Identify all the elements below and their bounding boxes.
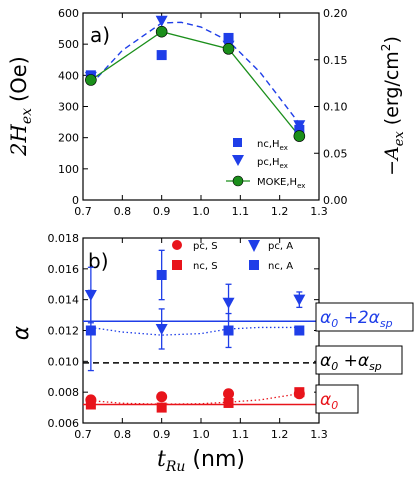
legend-marker-pc-s xyxy=(172,240,182,250)
panel-b-point-ncs xyxy=(157,403,167,413)
panel-a-y2label-sub: ex xyxy=(392,131,407,147)
legend-label-pc-a: pc, A xyxy=(268,241,293,252)
panel-b-xtick-label: 0.8 xyxy=(114,428,132,441)
panel-a-xtick-label: 0.8 xyxy=(114,205,132,218)
legend-marker-pc-hex xyxy=(232,155,244,166)
panel-b-ytick-label: 0.018 xyxy=(48,232,80,245)
panel-b-xtick-label: 1.2 xyxy=(271,428,289,441)
panel-a-xtick-label: 1.2 xyxy=(271,205,289,218)
panel-a-ytick-label: 200 xyxy=(58,132,79,145)
panel-a-frame xyxy=(83,13,319,200)
legend-label-nc-a: nc, A xyxy=(268,261,293,272)
panel-a-xtick-label: 0.9 xyxy=(153,205,171,218)
legend-label-moke-hex: MOKE,Hex xyxy=(257,177,305,190)
panel-a-ylabel: 2Hex (Oe) xyxy=(7,56,35,157)
panel-a-ytick-label: 0 xyxy=(72,194,79,207)
panel-b-ytick-label: 0.012 xyxy=(48,325,80,338)
panel-b-xtick-label: 0.9 xyxy=(153,428,171,441)
refline-label-a0: α0 xyxy=(316,385,358,413)
panel-a-label: a) xyxy=(90,23,110,47)
panel-b-point-pcs xyxy=(223,388,234,399)
panel-a-y2tick-label: 0.10 xyxy=(323,101,348,114)
panel-a-ytick-label: 100 xyxy=(58,163,79,176)
panel-b: b) 0.7 0.8 0.9 1.0 1.1 1.2 1.3 0.0060.0080.010… xyxy=(9,232,413,475)
panel-b-point-nca xyxy=(157,270,167,280)
legend-marker-nc-s xyxy=(172,260,182,270)
panel-a-legend: nc,Hex pc,Hex MOKE,Hex xyxy=(226,138,305,190)
panel-b-xtick-label: 1.1 xyxy=(232,428,250,441)
panel-b-ytick-label: 0.008 xyxy=(48,386,80,399)
panel-a-ylabel-sub: ex xyxy=(19,108,35,124)
panel-b-dotted-fit xyxy=(91,394,299,404)
panel-a-y2label-close: ) xyxy=(381,36,403,43)
panel-b-point-pca xyxy=(293,295,305,306)
panel-b-ytick-label: 0.006 xyxy=(48,417,80,430)
panel-b-xlabel-sub: Ru xyxy=(165,459,186,475)
panel-b-xlabel-main: t xyxy=(157,447,166,472)
panel-b-point-ncs xyxy=(294,387,304,397)
panel-b-point-pcs xyxy=(156,391,167,402)
panel-b-point-ncs xyxy=(86,400,96,410)
legend-label-pc-hex: pc,Hex xyxy=(257,157,288,170)
panel-a-xtick-label: 1.1 xyxy=(232,205,250,218)
panel-b-point-nca xyxy=(294,326,304,336)
panel-b-point-pca xyxy=(223,298,235,309)
legend-label-nc-s: nc, S xyxy=(193,261,218,272)
panel-a-y2label: −Aex (erg/cm2) xyxy=(379,36,407,176)
legend-marker-pc-a xyxy=(248,240,260,252)
panel-b-xlabel-unit: (nm) xyxy=(185,447,245,472)
panel-b-point-pca xyxy=(156,324,168,335)
panel-b-ylabel: α xyxy=(9,325,34,340)
panel-a-y2tick-label: 0.05 xyxy=(323,147,348,160)
panel-b-dotted-fit xyxy=(91,327,299,335)
panel-b-ytick-label: 0.014 xyxy=(48,294,80,307)
refline-label-asp: α0 +αsp xyxy=(316,346,402,374)
panel-a-ytick-label: 600 xyxy=(58,7,79,20)
legend-label-nc-hex: nc,Hex xyxy=(257,139,288,152)
panel-a-point-nch xyxy=(157,50,167,60)
legend-marker-moke-hex xyxy=(233,176,243,186)
panel-a-ytick-label: 300 xyxy=(58,101,79,114)
panel-a-y2label-sup: 2 xyxy=(379,44,393,52)
panel-b-ytick-label: 0.010 xyxy=(48,355,80,368)
legend-marker-nc-hex xyxy=(233,138,242,147)
panel-a-point-mokeh xyxy=(223,43,234,54)
panel-a: a) 0.7 0.8 0.9 1.0 1.1 1.2 1.3 010020030040050… xyxy=(7,7,407,218)
panel-a-fit-curve xyxy=(91,22,299,123)
panel-b-legend: pc, S nc, S pc, A nc, A xyxy=(172,240,293,272)
panel-a-y2label-unit: (erg/cm xyxy=(381,51,403,125)
panel-a-y2label-main: −A xyxy=(381,146,403,176)
legend-marker-nc-a xyxy=(249,260,259,270)
panel-b-point-nca xyxy=(86,326,96,336)
panel-a-point-mokeh xyxy=(156,26,167,37)
panel-a-ytick-label: 400 xyxy=(58,69,79,82)
panel-a-point-mokeh xyxy=(294,131,305,142)
panel-a-y2tick-label: 0.15 xyxy=(323,54,348,67)
panel-a-point-pch xyxy=(156,16,168,27)
panel-a-ytick-label: 500 xyxy=(58,38,79,51)
panel-a-point-mokeh xyxy=(85,75,96,86)
panel-a-ylabel-main: 2H xyxy=(7,123,31,156)
legend-label-pc-s: pc, S xyxy=(193,241,218,252)
panel-b-point-ncs xyxy=(224,398,234,408)
panel-b-ytick-label: 0.016 xyxy=(48,263,80,276)
panel-a-y2tick-label: 0.00 xyxy=(323,194,348,207)
panel-b-point-nca xyxy=(224,326,234,336)
panel-b-xlabel: tRu (nm) xyxy=(157,447,245,475)
panel-a-ylabel-unit: (Oe) xyxy=(7,56,31,102)
panel-a-y2tick-label: 0.20 xyxy=(323,7,348,20)
panel-b-xtick-label: 1.0 xyxy=(192,428,210,441)
refline-label-2asp: α0 +2αsp xyxy=(316,303,413,331)
panel-b-xtick-label: 1.3 xyxy=(310,428,328,441)
panel-a-xtick-label: 1.0 xyxy=(192,205,210,218)
